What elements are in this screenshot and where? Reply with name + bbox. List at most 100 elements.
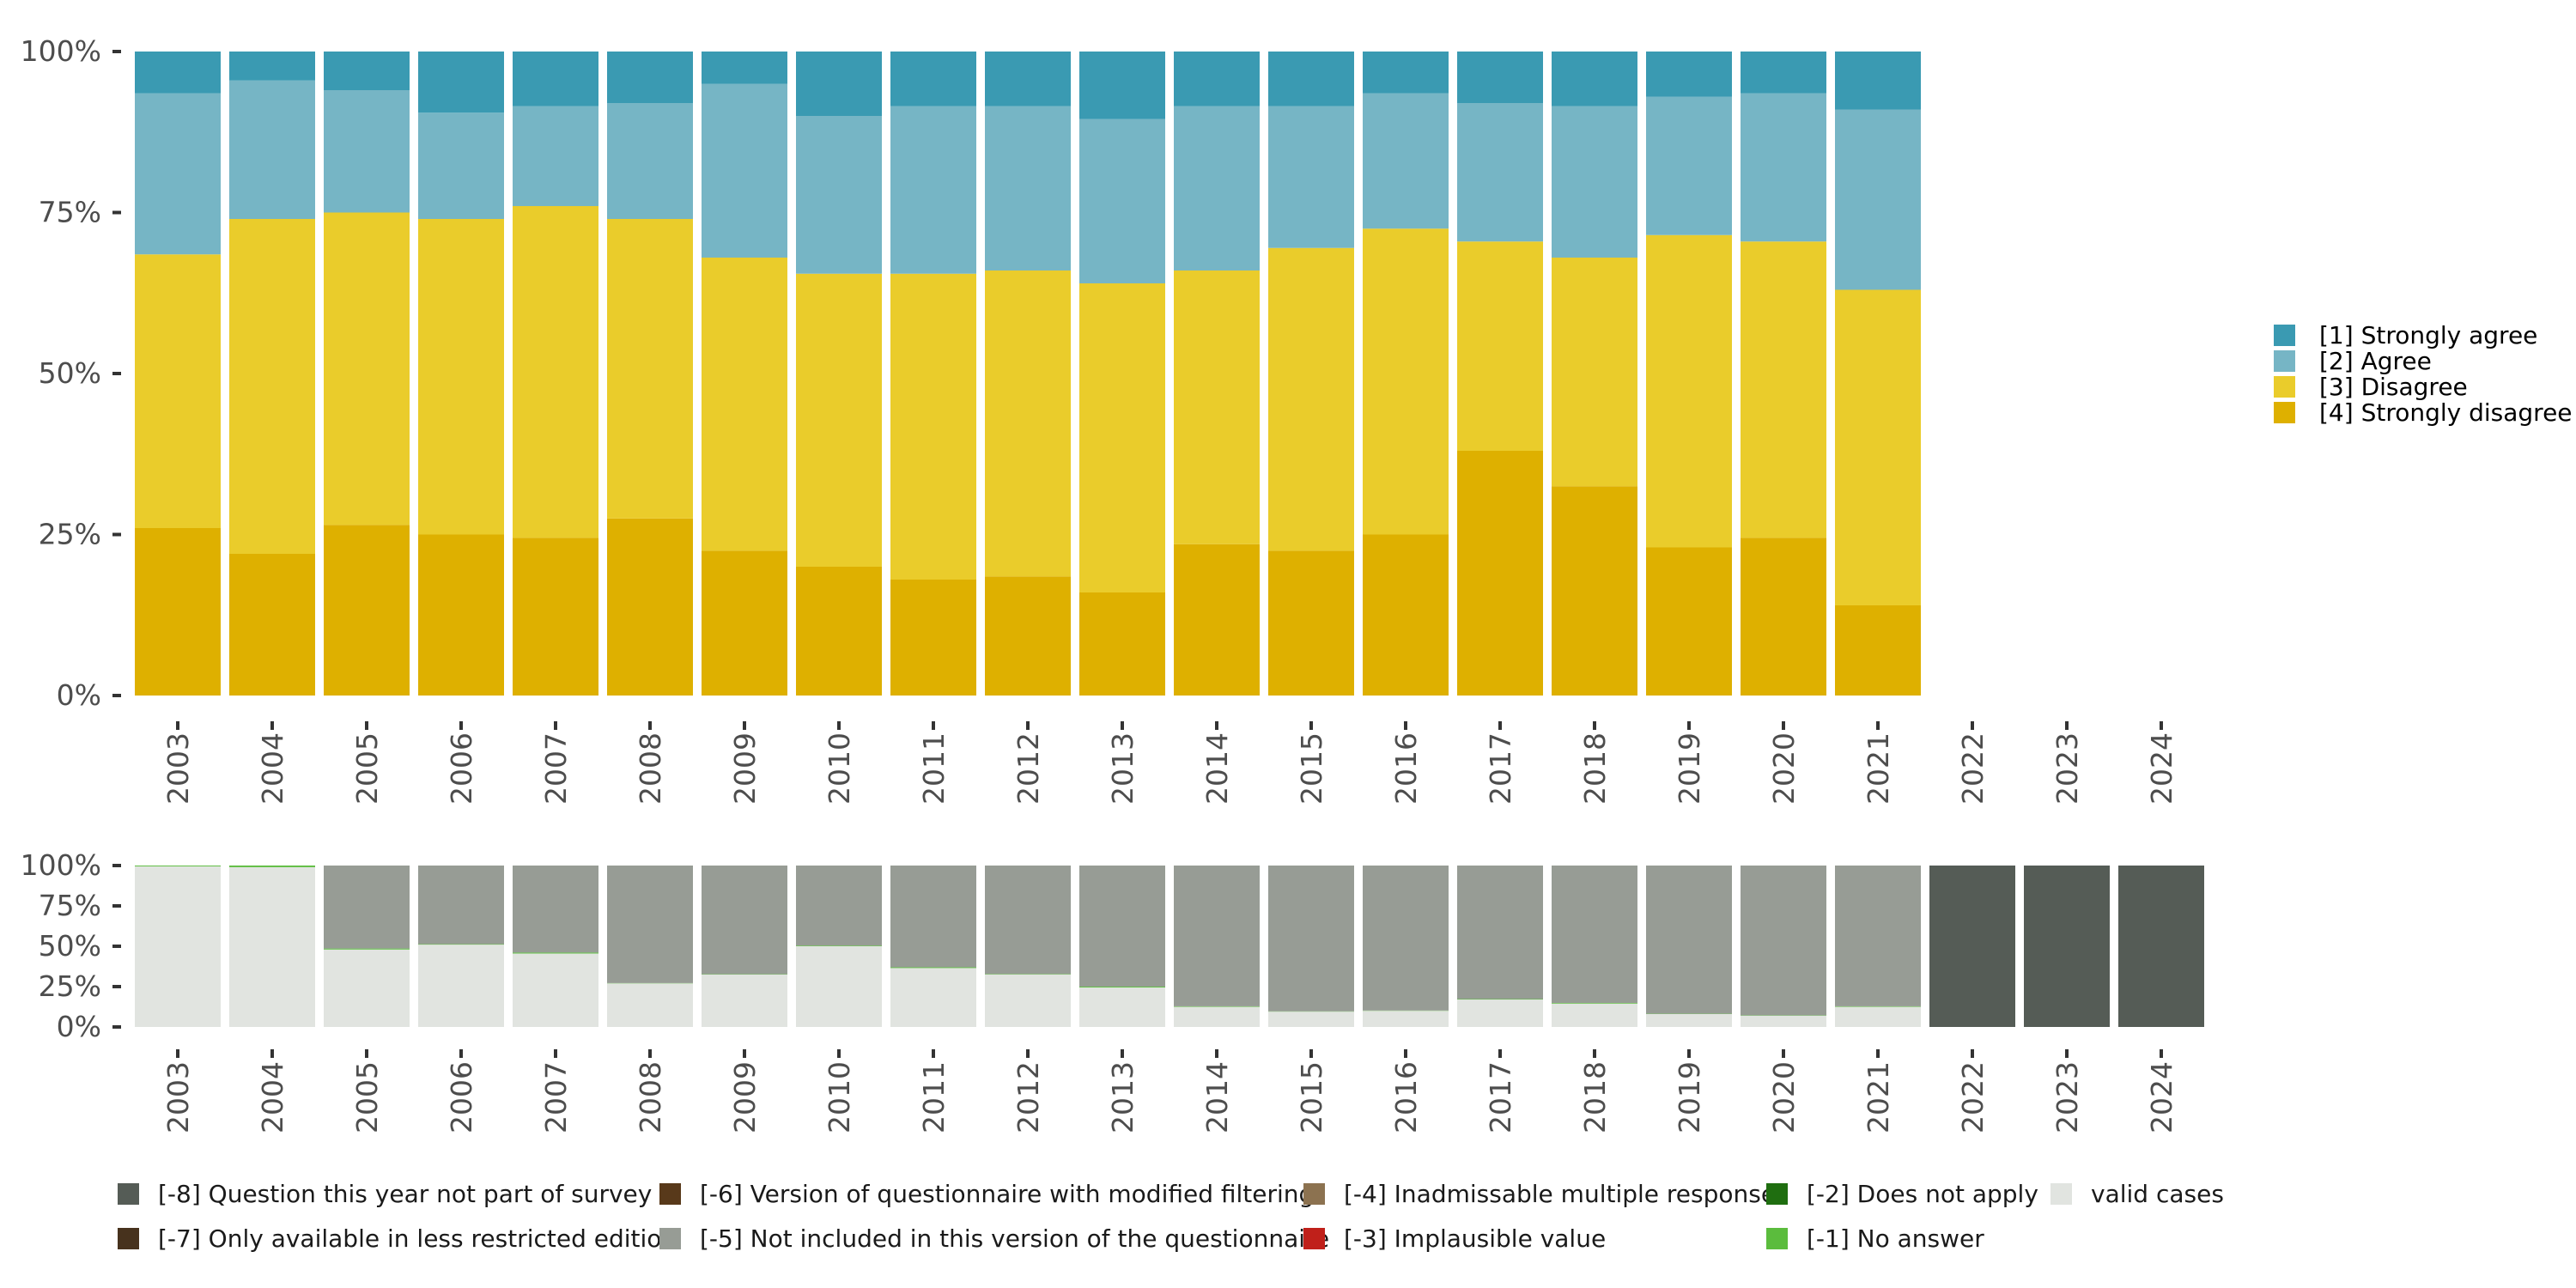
x-tick-label: 2014 (1200, 732, 1234, 805)
bar-segment (890, 967, 976, 969)
bar-segment (1079, 592, 1165, 696)
x-tick-label: 2015 (1295, 1061, 1328, 1133)
y-tick-label: 0% (57, 678, 101, 712)
bar-segment (1646, 547, 1732, 696)
legend-swatch (2050, 1183, 2072, 1205)
bar-segment (796, 866, 882, 946)
bar-segment (1079, 52, 1165, 119)
bar-segment (1174, 1005, 1260, 1007)
legend-swatch (2274, 402, 2295, 423)
bar-segment (418, 534, 504, 696)
x-tick-label: 2024 (2145, 1061, 2178, 1133)
x-tick-label: 2007 (539, 732, 573, 805)
bar-segment (1174, 270, 1260, 544)
bar-segment (418, 219, 504, 535)
bar-segment (1363, 534, 1449, 696)
bar-segment (702, 83, 787, 258)
x-tick-label: 2014 (1200, 1061, 1234, 1133)
bar-segment (1552, 866, 1637, 1003)
x-tick-label: 2010 (823, 1061, 856, 1133)
bar-segment (1741, 241, 1826, 538)
bar-segment (702, 258, 787, 551)
bar-segment (1079, 987, 1165, 1027)
legend-label: [-1] No answer (1807, 1224, 1984, 1253)
bar-segment (513, 953, 598, 1027)
bar-segment (229, 52, 315, 81)
bar-segment (1646, 234, 1732, 548)
y-tick-label: 50% (39, 929, 101, 963)
bar-segment (135, 93, 221, 255)
bar-segment (890, 580, 976, 696)
legend-label: [-7] Only available in less restricted e… (158, 1224, 677, 1253)
legend-label: [-6] Version of questionnaire with modif… (700, 1180, 1314, 1208)
x-tick-label: 2019 (1673, 1061, 1706, 1133)
bar-segment (1363, 52, 1449, 94)
bar-segment (702, 550, 787, 696)
x-tick-label: 2006 (445, 1061, 478, 1133)
bar-segment (324, 212, 410, 526)
x-tick-label: 2021 (1862, 732, 1895, 805)
bar-segment (135, 254, 221, 528)
bar-segment (1457, 999, 1543, 1027)
x-tick-label: 2022 (1956, 732, 1990, 805)
bar-segment (1552, 486, 1637, 696)
bar-segment (135, 528, 221, 696)
y-tick-label: 100% (21, 34, 101, 68)
bar-segment (607, 518, 693, 696)
bar-segment (890, 866, 976, 968)
bar-segment (1268, 52, 1354, 106)
bar-segment (890, 106, 976, 274)
bar-segment (513, 106, 598, 206)
x-tick-label: 2020 (1767, 1061, 1801, 1133)
bar-segment (1741, 866, 1826, 1016)
x-tick-label: 2023 (2050, 1061, 2084, 1133)
bar-segment (607, 52, 693, 103)
bar-segment (607, 103, 693, 219)
x-tick-label: 2004 (256, 1061, 289, 1133)
legend-swatch (2274, 376, 2295, 398)
legend-swatch (1766, 1228, 1788, 1249)
bar-segment (702, 52, 787, 84)
legend-swatch (659, 1183, 681, 1205)
bar-segment (1457, 866, 1543, 999)
bar-segment (1835, 109, 1921, 290)
bar-segment (1457, 52, 1543, 103)
bar-segment (324, 90, 410, 213)
bar-segment (418, 945, 504, 1027)
bar-segment (1552, 258, 1637, 487)
bar-segment (1268, 866, 1354, 1012)
bar-segment (985, 106, 1071, 270)
x-tick-label: 2005 (350, 1061, 384, 1133)
bar-segment (1079, 283, 1165, 592)
bar-segment (1552, 52, 1637, 106)
bar-segment (1457, 103, 1543, 242)
bar-segment (1835, 289, 1921, 605)
bar-segment (324, 866, 410, 949)
x-tick-label: 2015 (1295, 732, 1328, 805)
bar-segment (1835, 1005, 1921, 1007)
bar-segment (1174, 544, 1260, 696)
bar-segment (1552, 1002, 1637, 1004)
bar-segment (985, 52, 1071, 106)
x-tick-label: 2008 (634, 732, 667, 805)
bar-segment (418, 112, 504, 219)
legend-swatch (1766, 1183, 1788, 1205)
x-tick-label: 2005 (350, 732, 384, 805)
bar-segment (1079, 866, 1165, 987)
bar-segment (1552, 1003, 1637, 1027)
x-tick-label: 2022 (1956, 1061, 1990, 1133)
x-tick-label: 2011 (917, 732, 951, 805)
y-tick-label: 100% (21, 848, 101, 882)
bar-segment (1741, 538, 1826, 696)
legend-label: [-2] Does not apply (1807, 1180, 2038, 1208)
bar-segment (1268, 1012, 1354, 1027)
bar-segment (513, 952, 598, 954)
y-tick-label: 25% (39, 518, 101, 551)
x-tick-label: 2003 (161, 1061, 195, 1133)
bar-segment (229, 219, 315, 554)
legend-label: [-5] Not included in this version of the… (700, 1224, 1329, 1253)
x-tick-label: 2003 (161, 732, 195, 805)
bar-segment (418, 52, 504, 113)
bar-segment (513, 52, 598, 106)
bar-segment (135, 52, 221, 94)
